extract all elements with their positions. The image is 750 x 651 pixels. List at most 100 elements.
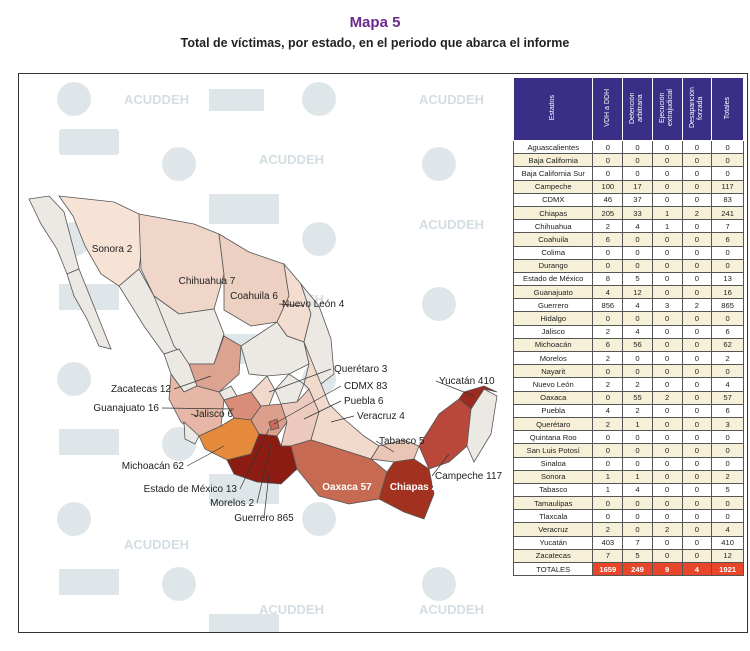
value-cell: 33 [622, 205, 653, 221]
value-cell: 0 [651, 258, 683, 273]
value-cell: 0 [651, 139, 683, 155]
value-cell: 2 [592, 522, 624, 537]
leader-line [186, 445, 225, 467]
column-header: Detención arbitraria [622, 77, 653, 141]
value-cell: 0 [622, 522, 653, 537]
watermark-background: ACUDDEH ACUDDEH ACUDDEH ACUDDEH ACUDDEH … [57, 82, 484, 632]
value-cell: 0 [681, 337, 713, 353]
state-shape [66, 268, 112, 350]
leader-line [190, 413, 198, 417]
leader-line [330, 415, 355, 423]
value-cell: 0 [711, 443, 744, 458]
state-name-cell: Querétaro [512, 416, 594, 432]
table-row: Michoacán 6 56 0 0 62 [512, 337, 744, 353]
value-cell: 0 [622, 153, 653, 168]
value-cell: 5 [622, 548, 653, 564]
value-cell: 0 [651, 377, 683, 392]
value-cell: 6 [711, 403, 744, 418]
state-value-label: Coahuila 6 [230, 291, 278, 302]
table-row: Sinaloa 0 0 0 0 0 [512, 456, 744, 471]
table-row: Nuevo León 2 2 0 0 4 [512, 377, 744, 392]
table-row: Coahuila 6 0 0 0 6 [512, 232, 744, 247]
state-name-cell: Guerrero [512, 298, 594, 313]
value-cell: 0 [622, 350, 653, 366]
state-name-cell: Sinaloa [512, 456, 594, 471]
value-cell: 0 [651, 482, 683, 498]
value-cell: 0 [651, 311, 683, 326]
value-cell: 100 [592, 179, 624, 194]
totals-value-cell: 4 [681, 561, 713, 577]
watermark-text: ACUDDEH [259, 602, 324, 617]
table-row: Baja California Sur 0 0 0 0 0 [512, 166, 744, 181]
table-row: Quintana Roo 0 0 0 0 0 [512, 430, 744, 445]
state-value-label: Chiapas 241 [390, 482, 449, 493]
value-cell: 865 [711, 298, 744, 313]
value-cell: 62 [711, 337, 744, 353]
leader-line [431, 453, 450, 477]
value-cell: 3 [711, 416, 744, 432]
state-value-label: Nuevo León 4 [282, 299, 345, 310]
value-cell: 0 [592, 311, 624, 326]
value-cell: 403 [592, 535, 624, 550]
value-cell: 7 [622, 535, 653, 550]
state-value-label: Jalisco 6 [194, 409, 233, 420]
value-cell: 6 [711, 232, 744, 247]
state-name-cell: Yucatán [512, 535, 594, 550]
value-cell: 0 [681, 324, 713, 339]
value-cell: 0 [651, 416, 683, 432]
table-row: Campeche 100 17 0 0 117 [512, 179, 744, 194]
state-name-cell: Quintana Roo [512, 430, 594, 445]
value-cell: 0 [651, 496, 683, 511]
value-cell: 0 [622, 364, 653, 379]
value-cell: 7 [711, 219, 744, 234]
value-cell: 12 [711, 548, 744, 564]
state-value-label: Tabasco 5 [379, 436, 425, 447]
value-cell: 0 [681, 364, 713, 379]
table-row: Chiapas 205 33 1 2 241 [512, 205, 744, 221]
state-name-cell: CDMX [512, 192, 594, 207]
state-name-cell: Tabasco [512, 482, 594, 498]
value-cell: 5 [711, 482, 744, 498]
table-row: Baja California 0 0 0 0 0 [512, 153, 744, 168]
state-name-cell: Nuevo León [512, 377, 594, 392]
value-cell: 0 [681, 482, 713, 498]
value-cell: 2 [711, 469, 744, 484]
mexico-choropleth-map: Sonora 2 Chihuahua 7 Coahuila 6 Nuevo León … [28, 195, 503, 524]
value-cell: 0 [681, 192, 713, 207]
value-cell: 0 [681, 179, 713, 194]
totals-value-cell: 249 [622, 561, 653, 577]
value-cell: 0 [651, 364, 683, 379]
value-cell: 0 [681, 509, 713, 524]
value-cell: 2 [681, 298, 713, 313]
value-cell: 0 [622, 509, 653, 524]
value-cell: 1 [622, 469, 653, 484]
state-shape [268, 418, 280, 431]
column-header: Totales [711, 77, 744, 141]
value-cell: 4 [711, 522, 744, 537]
leader-line [161, 407, 235, 410]
value-cell: 0 [651, 232, 683, 247]
value-cell: 0 [592, 166, 624, 181]
value-cell: 1 [622, 416, 653, 432]
state-value-label: CDMX 83 [344, 381, 388, 392]
value-cell: 0 [711, 258, 744, 273]
table-header-row: Estados VDH a DDH Detención arbitraria Ejec… [512, 77, 744, 141]
value-cell: 0 [651, 337, 683, 353]
value-cell: 2 [592, 350, 624, 366]
state-name-cell: Tlaxcala [512, 509, 594, 524]
value-cell: 0 [622, 245, 653, 260]
table-row: Jalisco 2 4 0 0 6 [512, 324, 744, 339]
value-cell: 0 [651, 192, 683, 207]
value-cell: 0 [681, 285, 713, 300]
value-cell: 0 [651, 271, 683, 287]
value-cell: 2 [592, 219, 624, 234]
value-cell: 3 [651, 298, 683, 313]
leader-line [278, 303, 305, 307]
value-cell: 0 [592, 509, 624, 524]
state-value-label: Querétaro 3 [334, 364, 388, 375]
value-cell: 4 [592, 285, 624, 300]
watermark-text: ACUDDEH [124, 537, 189, 552]
value-cell: 0 [622, 443, 653, 458]
state-value-label: Sonora 2 [92, 244, 133, 255]
value-cell: 0 [711, 245, 744, 260]
